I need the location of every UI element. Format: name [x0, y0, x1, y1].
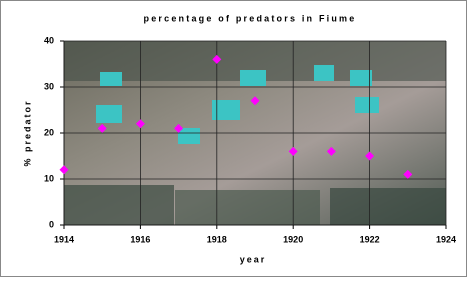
y-axis-label: % predator	[22, 99, 32, 166]
y-tick-label: 20	[44, 127, 54, 137]
x-tick-label: 1924	[436, 234, 456, 244]
x-axis-label: year	[240, 254, 267, 264]
x-tick-label: 1920	[283, 234, 303, 244]
chart-title: percentage of predators in Fiume	[144, 13, 357, 23]
x-tick-label: 1914	[54, 234, 74, 244]
y-tick-label: 10	[44, 173, 54, 183]
y-tick-label: 40	[44, 35, 54, 45]
x-tick-label: 1918	[207, 234, 227, 244]
x-tick-label: 1922	[360, 234, 380, 244]
y-tick-label: 30	[44, 81, 54, 91]
y-tick-label: 0	[49, 219, 54, 229]
chart: percentage of predators in Fiume year % …	[0, 0, 467, 277]
x-tick-label: 1916	[130, 234, 150, 244]
